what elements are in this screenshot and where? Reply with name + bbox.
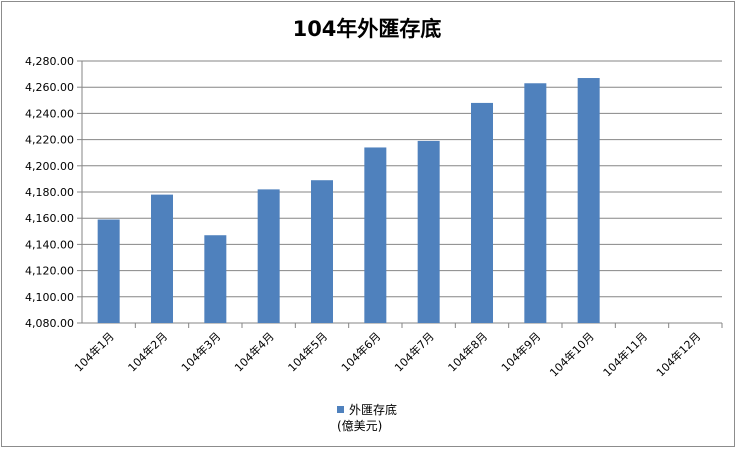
bar: [151, 194, 173, 323]
x-tick-label: 104年9月: [498, 329, 543, 374]
bar: [417, 140, 440, 323]
y-tick-label: 4,120.00: [25, 265, 74, 278]
x-tick-label: 104年5月: [285, 329, 330, 374]
bar: [204, 235, 227, 323]
legend-unit: (億美元): [337, 419, 383, 433]
y-tick-label: 4,260.00: [25, 81, 74, 94]
bar: [97, 219, 120, 323]
bar: [524, 83, 547, 324]
chart-title: 104年外匯存底: [292, 17, 442, 41]
y-tick-label: 4,240.00: [25, 107, 74, 120]
bar: [311, 180, 333, 323]
x-tick-label: 104年2月: [125, 329, 170, 374]
y-tick-label: 4,100.00: [25, 291, 74, 304]
x-tick-label: 104年1月: [72, 329, 117, 374]
y-tick-label: 4,180.00: [25, 186, 74, 199]
x-tick-label: 104年8月: [445, 329, 490, 374]
y-tick-label: 4,140.00: [25, 238, 74, 251]
y-tick-label: 4,160.00: [25, 212, 74, 225]
bar: [471, 102, 493, 323]
x-tick-label: 104年4月: [232, 329, 277, 374]
x-tick-label: 104年10月: [547, 329, 597, 379]
y-tick-label: 4,220.00: [25, 134, 74, 147]
legend: 外匯存底 (億美元): [337, 402, 397, 434]
x-tick-label: 104年11月: [600, 329, 650, 379]
y-tick-label: 4,200.00: [25, 160, 74, 173]
y-tick-label: 4,280.00: [25, 55, 74, 68]
x-tick-label: 104年3月: [178, 329, 223, 374]
x-tick-label: 104年12月: [653, 329, 703, 379]
x-tick-label: 104年7月: [392, 329, 437, 374]
x-tick-label: 104年6月: [338, 329, 383, 374]
bar: [364, 147, 387, 323]
legend-series-name: 外匯存底: [349, 403, 398, 417]
y-tick-label: 4,080.00: [25, 317, 74, 330]
legend-swatch: [337, 406, 344, 413]
bar: [577, 78, 600, 323]
bar: [257, 189, 280, 323]
